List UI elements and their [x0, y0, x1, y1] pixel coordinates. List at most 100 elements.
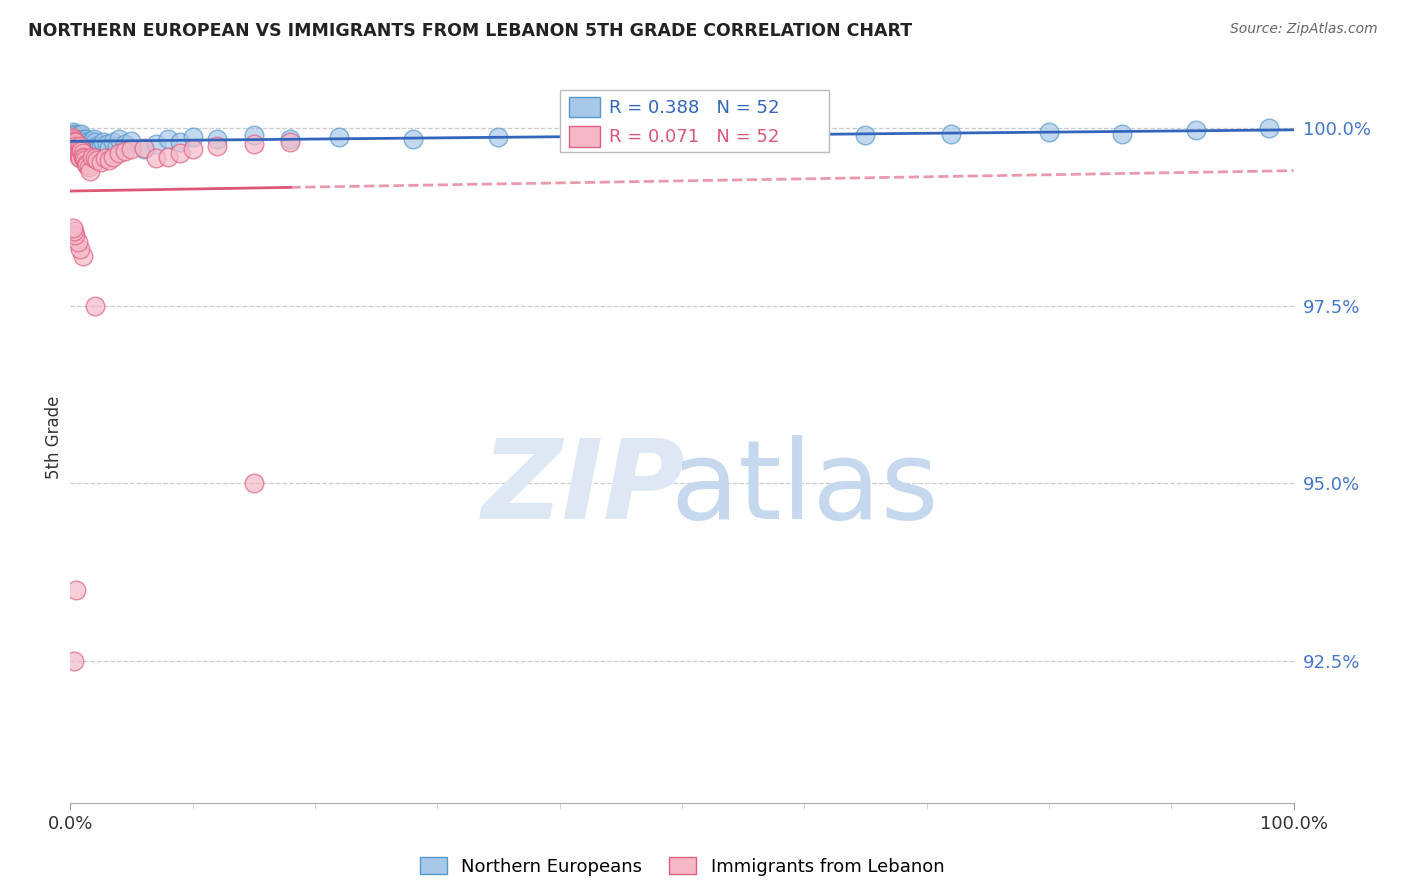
Point — [72, 150, 94, 164]
Point — [72, 132, 94, 146]
Point — [101, 150, 124, 164]
Point — [63, 654, 86, 668]
Point — [72, 136, 94, 150]
Point — [83, 136, 105, 150]
FancyBboxPatch shape — [569, 126, 600, 146]
Point — [1038, 125, 1060, 139]
Point — [205, 139, 228, 153]
Point — [157, 132, 180, 146]
Point — [67, 129, 90, 144]
Point — [75, 132, 97, 146]
Point — [66, 144, 89, 158]
Point — [855, 128, 877, 143]
Point — [671, 129, 693, 144]
Point — [62, 220, 84, 235]
Point — [243, 136, 266, 151]
Point — [145, 136, 167, 151]
Point — [181, 143, 204, 157]
Point — [1184, 122, 1206, 136]
Point — [181, 129, 204, 144]
Point — [76, 136, 98, 150]
Point — [70, 144, 93, 158]
Point — [73, 153, 96, 168]
Point — [60, 129, 83, 144]
FancyBboxPatch shape — [569, 97, 600, 118]
Point — [114, 136, 136, 151]
Point — [69, 139, 91, 153]
Point — [83, 299, 105, 313]
Point — [769, 127, 792, 141]
Point — [62, 125, 84, 139]
Point — [77, 160, 100, 174]
Point — [488, 129, 510, 144]
Point — [169, 136, 191, 150]
FancyBboxPatch shape — [560, 90, 828, 152]
Point — [76, 158, 98, 172]
Point — [82, 134, 104, 148]
Point — [96, 136, 118, 151]
Point — [79, 136, 101, 151]
Point — [280, 136, 302, 150]
Point — [63, 128, 86, 143]
Point — [69, 242, 91, 256]
Point — [66, 146, 89, 161]
Point — [91, 136, 114, 150]
Point — [83, 132, 105, 146]
Y-axis label: 5th Grade: 5th Grade — [45, 395, 63, 479]
Point — [67, 148, 90, 162]
Point — [108, 146, 131, 161]
Point — [63, 136, 86, 151]
Point — [65, 141, 87, 155]
Point — [82, 150, 104, 164]
Legend: Northern Europeans, Immigrants from Lebanon: Northern Europeans, Immigrants from Leba… — [411, 848, 953, 885]
Point — [73, 134, 96, 148]
Point — [73, 136, 96, 151]
Point — [84, 139, 107, 153]
Point — [83, 151, 105, 165]
Point — [205, 132, 228, 146]
Point — [87, 143, 110, 157]
Point — [63, 136, 86, 150]
Point — [98, 153, 121, 168]
Point — [157, 150, 180, 164]
Text: R = 0.388   N = 52: R = 0.388 N = 52 — [609, 99, 779, 117]
Point — [65, 143, 87, 157]
Point — [80, 136, 103, 150]
Point — [328, 129, 350, 144]
Point — [1111, 127, 1133, 141]
Point — [66, 235, 89, 249]
Point — [132, 143, 155, 157]
Point — [280, 132, 302, 146]
Point — [63, 227, 86, 242]
Text: atlas: atlas — [671, 434, 938, 541]
Point — [121, 134, 143, 148]
Point — [1258, 121, 1281, 136]
Point — [105, 139, 128, 153]
Point — [585, 128, 607, 143]
Point — [145, 151, 167, 165]
Point — [243, 128, 266, 143]
Point — [101, 136, 124, 150]
Point — [66, 132, 89, 146]
Text: NORTHERN EUROPEAN VS IMMIGRANTS FROM LEBANON 5TH GRADE CORRELATION CHART: NORTHERN EUROPEAN VS IMMIGRANTS FROM LEB… — [28, 22, 912, 40]
Point — [121, 143, 143, 157]
Point — [65, 129, 87, 144]
Point — [90, 139, 112, 153]
Point — [79, 163, 101, 178]
Text: Source: ZipAtlas.com: Source: ZipAtlas.com — [1230, 22, 1378, 37]
Point — [86, 153, 108, 168]
Point — [72, 249, 94, 263]
Point — [243, 476, 266, 491]
Point — [67, 150, 90, 164]
Point — [73, 151, 96, 165]
Point — [69, 128, 91, 143]
Point — [75, 156, 97, 170]
Point — [70, 143, 93, 157]
Text: R = 0.071   N = 52: R = 0.071 N = 52 — [609, 128, 779, 146]
Point — [108, 132, 131, 146]
Point — [86, 141, 108, 155]
Point — [93, 151, 115, 165]
Point — [65, 582, 87, 597]
Point — [90, 155, 112, 169]
Point — [70, 127, 93, 141]
